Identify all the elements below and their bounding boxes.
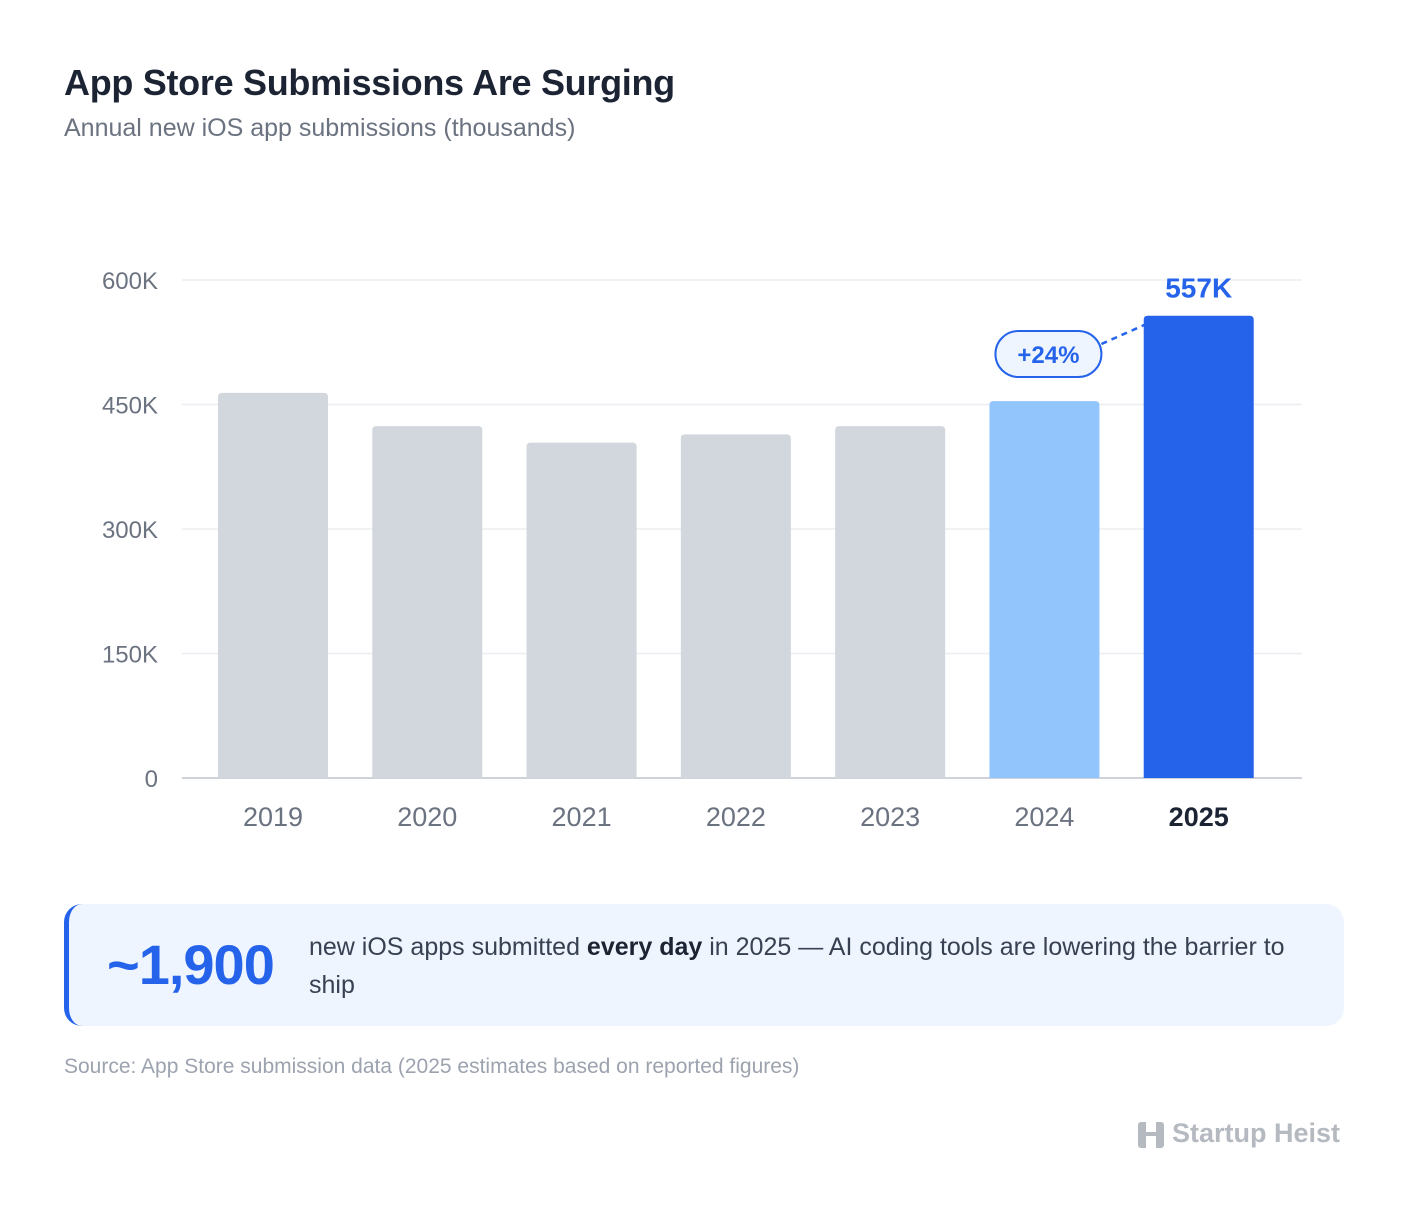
bars xyxy=(218,315,1254,778)
brand-name: Startup Heist xyxy=(1171,1118,1340,1148)
y-tick-label: 300K xyxy=(102,517,158,544)
x-axis-ticks: 2019 2020 2021 2022 2023 2024 2025 xyxy=(243,802,1229,832)
callout-text-after: in 2025 — AI coding tools are lowering t… xyxy=(309,933,1285,999)
callout-text-before: new iOS apps submitted xyxy=(309,933,587,961)
bar-2019 xyxy=(218,392,328,778)
y-tick-label: 0 xyxy=(145,766,158,793)
value-label-2025: 557K xyxy=(1165,273,1232,304)
growth-badge-label: +24% xyxy=(1017,342,1079,369)
y-tick-label: 150K xyxy=(102,642,158,669)
stat-callout: ~1,900 new iOS apps submitted every day … xyxy=(64,904,1344,1026)
x-tick-label: 2021 xyxy=(552,802,612,832)
y-tick-label: 450K xyxy=(102,393,158,420)
bar-2020 xyxy=(372,426,483,778)
x-tick-label: 2025 xyxy=(1169,802,1229,832)
y-axis-ticks: 0 150K 300K 450K 600K xyxy=(102,268,158,793)
callout-text: new iOS apps submitted every day in 2025… xyxy=(309,928,1299,1004)
bar-2024 xyxy=(989,401,1100,778)
x-tick-label: 2024 xyxy=(1014,802,1074,832)
growth-badge xyxy=(994,330,1103,378)
bar-2021 xyxy=(526,442,637,778)
x-tick-label: 2020 xyxy=(397,802,457,832)
x-tick-label: 2023 xyxy=(860,802,920,832)
chart-subtitle: Annual new iOS app submissions (thousand… xyxy=(64,114,576,142)
brand-logo: Startup Heist xyxy=(1137,1118,1340,1149)
annotations: 557K +24% xyxy=(994,273,1232,378)
callout-big-number: ~1,900 xyxy=(107,933,275,996)
y-tick-label: 600K xyxy=(102,268,158,295)
x-tick-label: 2022 xyxy=(706,802,766,832)
x-tick-label: 2019 xyxy=(243,802,303,832)
chart-title: App Store Submissions Are Surging xyxy=(64,62,675,103)
bar-2025 xyxy=(1143,315,1254,778)
bar-2023 xyxy=(835,426,946,778)
bar-2022 xyxy=(680,434,791,778)
building-icon xyxy=(1137,1119,1164,1148)
source-note: Source: App Store submission data (2025 … xyxy=(64,1055,800,1078)
callout-text-bold: every day xyxy=(586,933,703,961)
